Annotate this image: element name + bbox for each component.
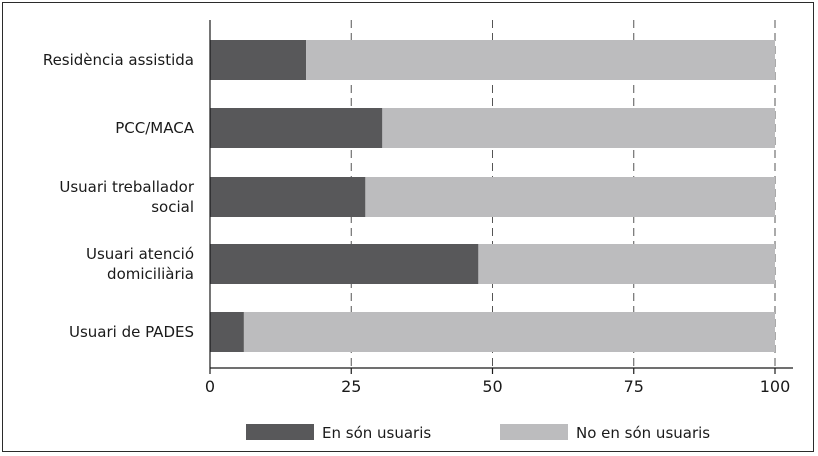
category-label-2: social (151, 198, 194, 216)
bar-segment-non-users-2 (365, 177, 775, 217)
bar-segment-non-users-4 (243, 312, 775, 352)
legend-swatch-0 (246, 424, 314, 440)
x-axis: 0 25 50 75 100 (205, 20, 793, 396)
bar-segment-users-2 (210, 177, 366, 217)
x-tick-label-100: 100 (760, 377, 791, 396)
x-tick-label-25: 25 (341, 377, 361, 396)
bar-segment-non-users-3 (478, 244, 775, 284)
legend-label-1: No en són usuaris (576, 424, 710, 442)
legend: En són usuaris No en són usuaris (246, 424, 710, 442)
bar-segment-non-users-0 (306, 40, 775, 80)
category-label-4: Usuari de PADES (69, 323, 194, 341)
legend-label-0: En són usuaris (322, 424, 431, 442)
category-label-2: Usuari treballador (59, 178, 194, 196)
category-label-3: domiciliària (107, 265, 194, 283)
legend-swatch-1 (500, 424, 568, 440)
bars (210, 40, 775, 352)
category-labels: Residència assistida PCC/MACA Usuari treba… (43, 51, 195, 341)
bar-segment-users-0 (210, 40, 307, 80)
bar-segment-non-users-1 (382, 108, 775, 148)
category-label-1: PCC/MACA (115, 119, 194, 137)
bar-segment-users-4 (210, 312, 244, 352)
x-tick-label-75: 75 (624, 377, 644, 396)
category-label-0: Residència assistida (43, 51, 194, 69)
bar-segment-users-1 (210, 108, 383, 148)
bar-segment-users-3 (210, 244, 479, 284)
x-tick-label-50: 50 (482, 377, 502, 396)
category-label-3: Usuari atenció (86, 245, 194, 263)
x-tick-label-0: 0 (205, 377, 215, 396)
